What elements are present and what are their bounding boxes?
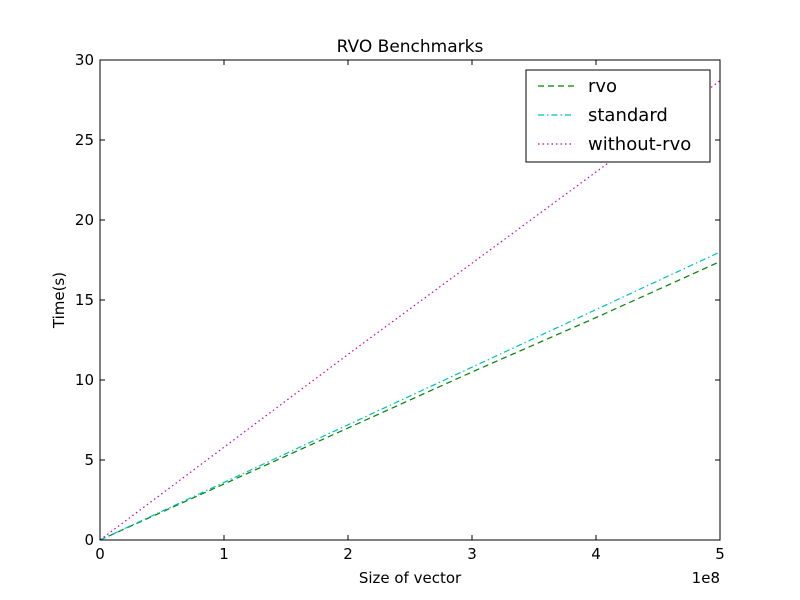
y-tick-label: 10 (75, 371, 94, 389)
x-tick-label: 3 (467, 545, 477, 563)
y-tick-label: 30 (75, 51, 94, 69)
y-tick-label: 20 (75, 211, 94, 229)
y-tick-label: 5 (84, 451, 94, 469)
x-tick-label: 5 (715, 545, 725, 563)
x-tick-label: 2 (343, 545, 353, 563)
x-axis-offset-label: 1e8 (692, 569, 720, 587)
x-axis-label: Size of vector (359, 569, 462, 587)
y-axis-label: Time(s) (50, 272, 68, 329)
legend-label-without-rvo: without-rvo (588, 134, 691, 155)
series-line-standard (99, 251, 721, 541)
tick-layer: 0 1 2 3 4 5 0 5 10 15 20 25 30 (75, 51, 725, 563)
legend-box (525, 69, 711, 163)
legend-label-standard: standard (588, 105, 668, 126)
plot-frame (99, 59, 721, 541)
series-line-rvo (99, 261, 721, 541)
x-tick-label: 4 (591, 545, 601, 563)
y-tick-label: 15 (75, 291, 94, 309)
y-tick-label: 0 (84, 531, 94, 549)
x-tick-label: 0 (95, 545, 105, 563)
x-tick-label: 1 (219, 545, 229, 563)
y-tick-label: 25 (75, 131, 94, 149)
legend-label-rvo: rvo (588, 76, 617, 97)
legend: rvo standard without-rvo (525, 69, 711, 163)
chart-title: RVO Benchmarks (337, 37, 484, 57)
series-layer (99, 80, 721, 541)
